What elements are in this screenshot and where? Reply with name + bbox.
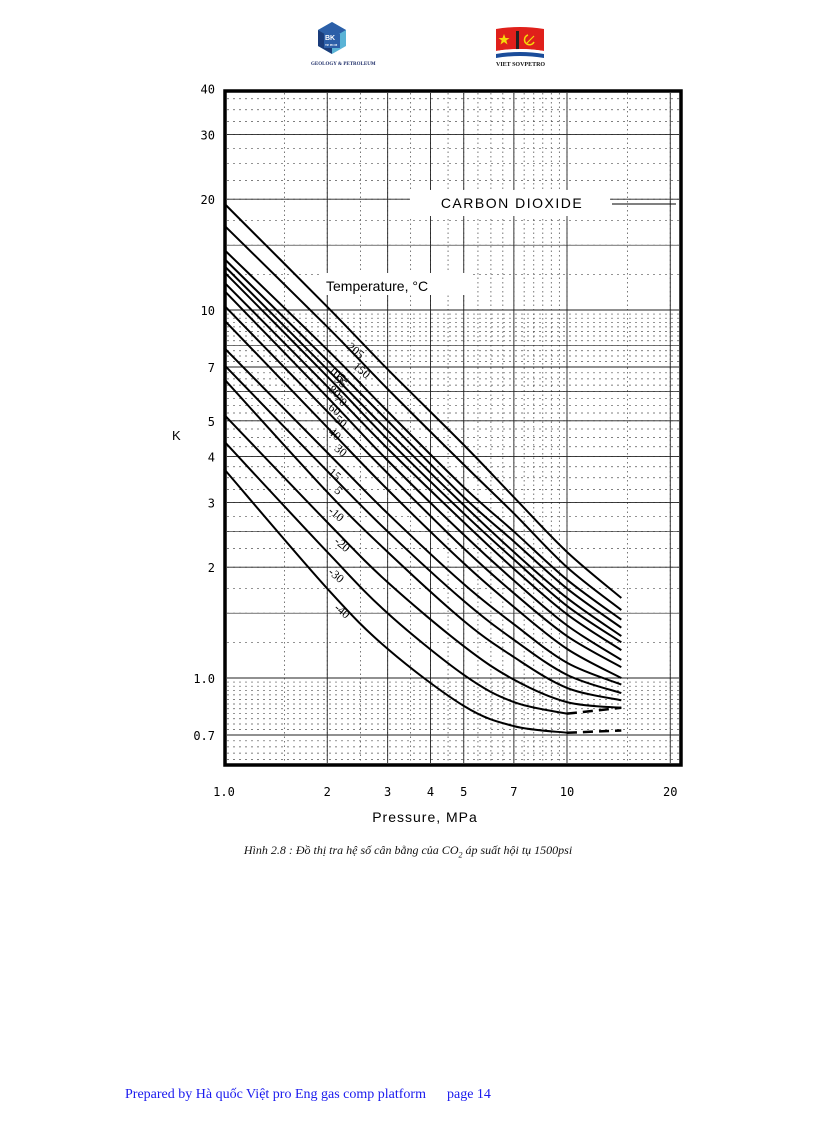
chart-title: CARBON DIOXIDE <box>441 195 583 211</box>
x-tick-label: 7 <box>510 785 517 799</box>
caption-subscript: 2 <box>458 850 463 860</box>
curve-label: -20 <box>332 534 353 555</box>
y-tick-label: 3 <box>208 496 215 510</box>
footer-page-number: page 14 <box>447 1087 491 1102</box>
y-tick-label: 0.7 <box>193 729 215 743</box>
x-tick-label: 2 <box>324 785 331 799</box>
y-tick-label: 40 <box>201 82 215 96</box>
curve-label: 205 <box>344 339 367 361</box>
y-tick-label: 10 <box>201 304 215 318</box>
footer-prepared-by: Prepared by Hà quốc Việt pro Eng gas com… <box>125 1087 426 1102</box>
y-tick-label: 2 <box>208 561 215 575</box>
x-tick-label: 3 <box>384 785 391 799</box>
caption-prefix: Hình 2.8 : Đồ thị tra hệ số cân bằng của… <box>243 843 459 857</box>
x-tick-label: 5 <box>460 785 467 799</box>
bk-logo-main-text: BK <box>325 35 336 42</box>
bk-geology-petroleum-logo: BK TP. HCM GEOLOGY & PETROLEUM <box>302 20 376 70</box>
y-tick-label: 5 <box>208 415 215 429</box>
x-axis-label: Pressure, MPa <box>372 809 478 825</box>
y-tick-label: 20 <box>201 193 215 207</box>
y-tick-label: 30 <box>201 128 215 142</box>
bk-logo-sub-text: TP. HCM <box>325 43 338 47</box>
chart-frame <box>223 89 683 767</box>
vietsovpetro-caption: VIET SOVPETRO <box>496 62 546 68</box>
chart-curves <box>223 202 622 734</box>
y-tick-label: 1.0 <box>193 672 215 686</box>
title-background <box>410 190 610 216</box>
curve-label: -10 <box>326 504 347 525</box>
curve-label: 5 <box>332 483 346 498</box>
bk-logo-caption: GEOLOGY & PETROLEUM <box>311 62 376 67</box>
figure-caption: Hình 2.8 : Đồ thị tra hệ số cân bằng của… <box>0 843 816 859</box>
bk-logo-icon <box>318 22 346 54</box>
chart-axes: 40 30 20 10 7 5 4 3 2 1.0 0.7 1.0 2 3 4 5 7 10 20 <box>193 82 677 799</box>
y-axis-label: K <box>172 428 181 443</box>
curve-label: 150 <box>350 359 373 381</box>
x-tick-label: 4 <box>427 785 434 799</box>
legend-title-background <box>320 273 470 295</box>
y-tick-label: 7 <box>208 361 215 375</box>
curve-label: -30 <box>326 565 347 586</box>
x-tick-label: 10 <box>560 785 574 799</box>
vietsovpetro-flag-icon <box>496 27 544 58</box>
legend-title: Temperature, °C <box>326 278 428 294</box>
vietsovpetro-logo: VIET SOVPETRO <box>490 25 550 70</box>
caption-suffix: áp suất hội tụ 1500psi <box>462 843 573 857</box>
curve-label: -40 <box>332 600 353 621</box>
x-tick-label: 20 <box>663 785 677 799</box>
y-tick-label: 4 <box>208 450 215 464</box>
x-tick-label: 1.0 <box>213 785 235 799</box>
page-footer: Prepared by Hà quốc Việt pro Eng gas com… <box>125 1087 491 1103</box>
